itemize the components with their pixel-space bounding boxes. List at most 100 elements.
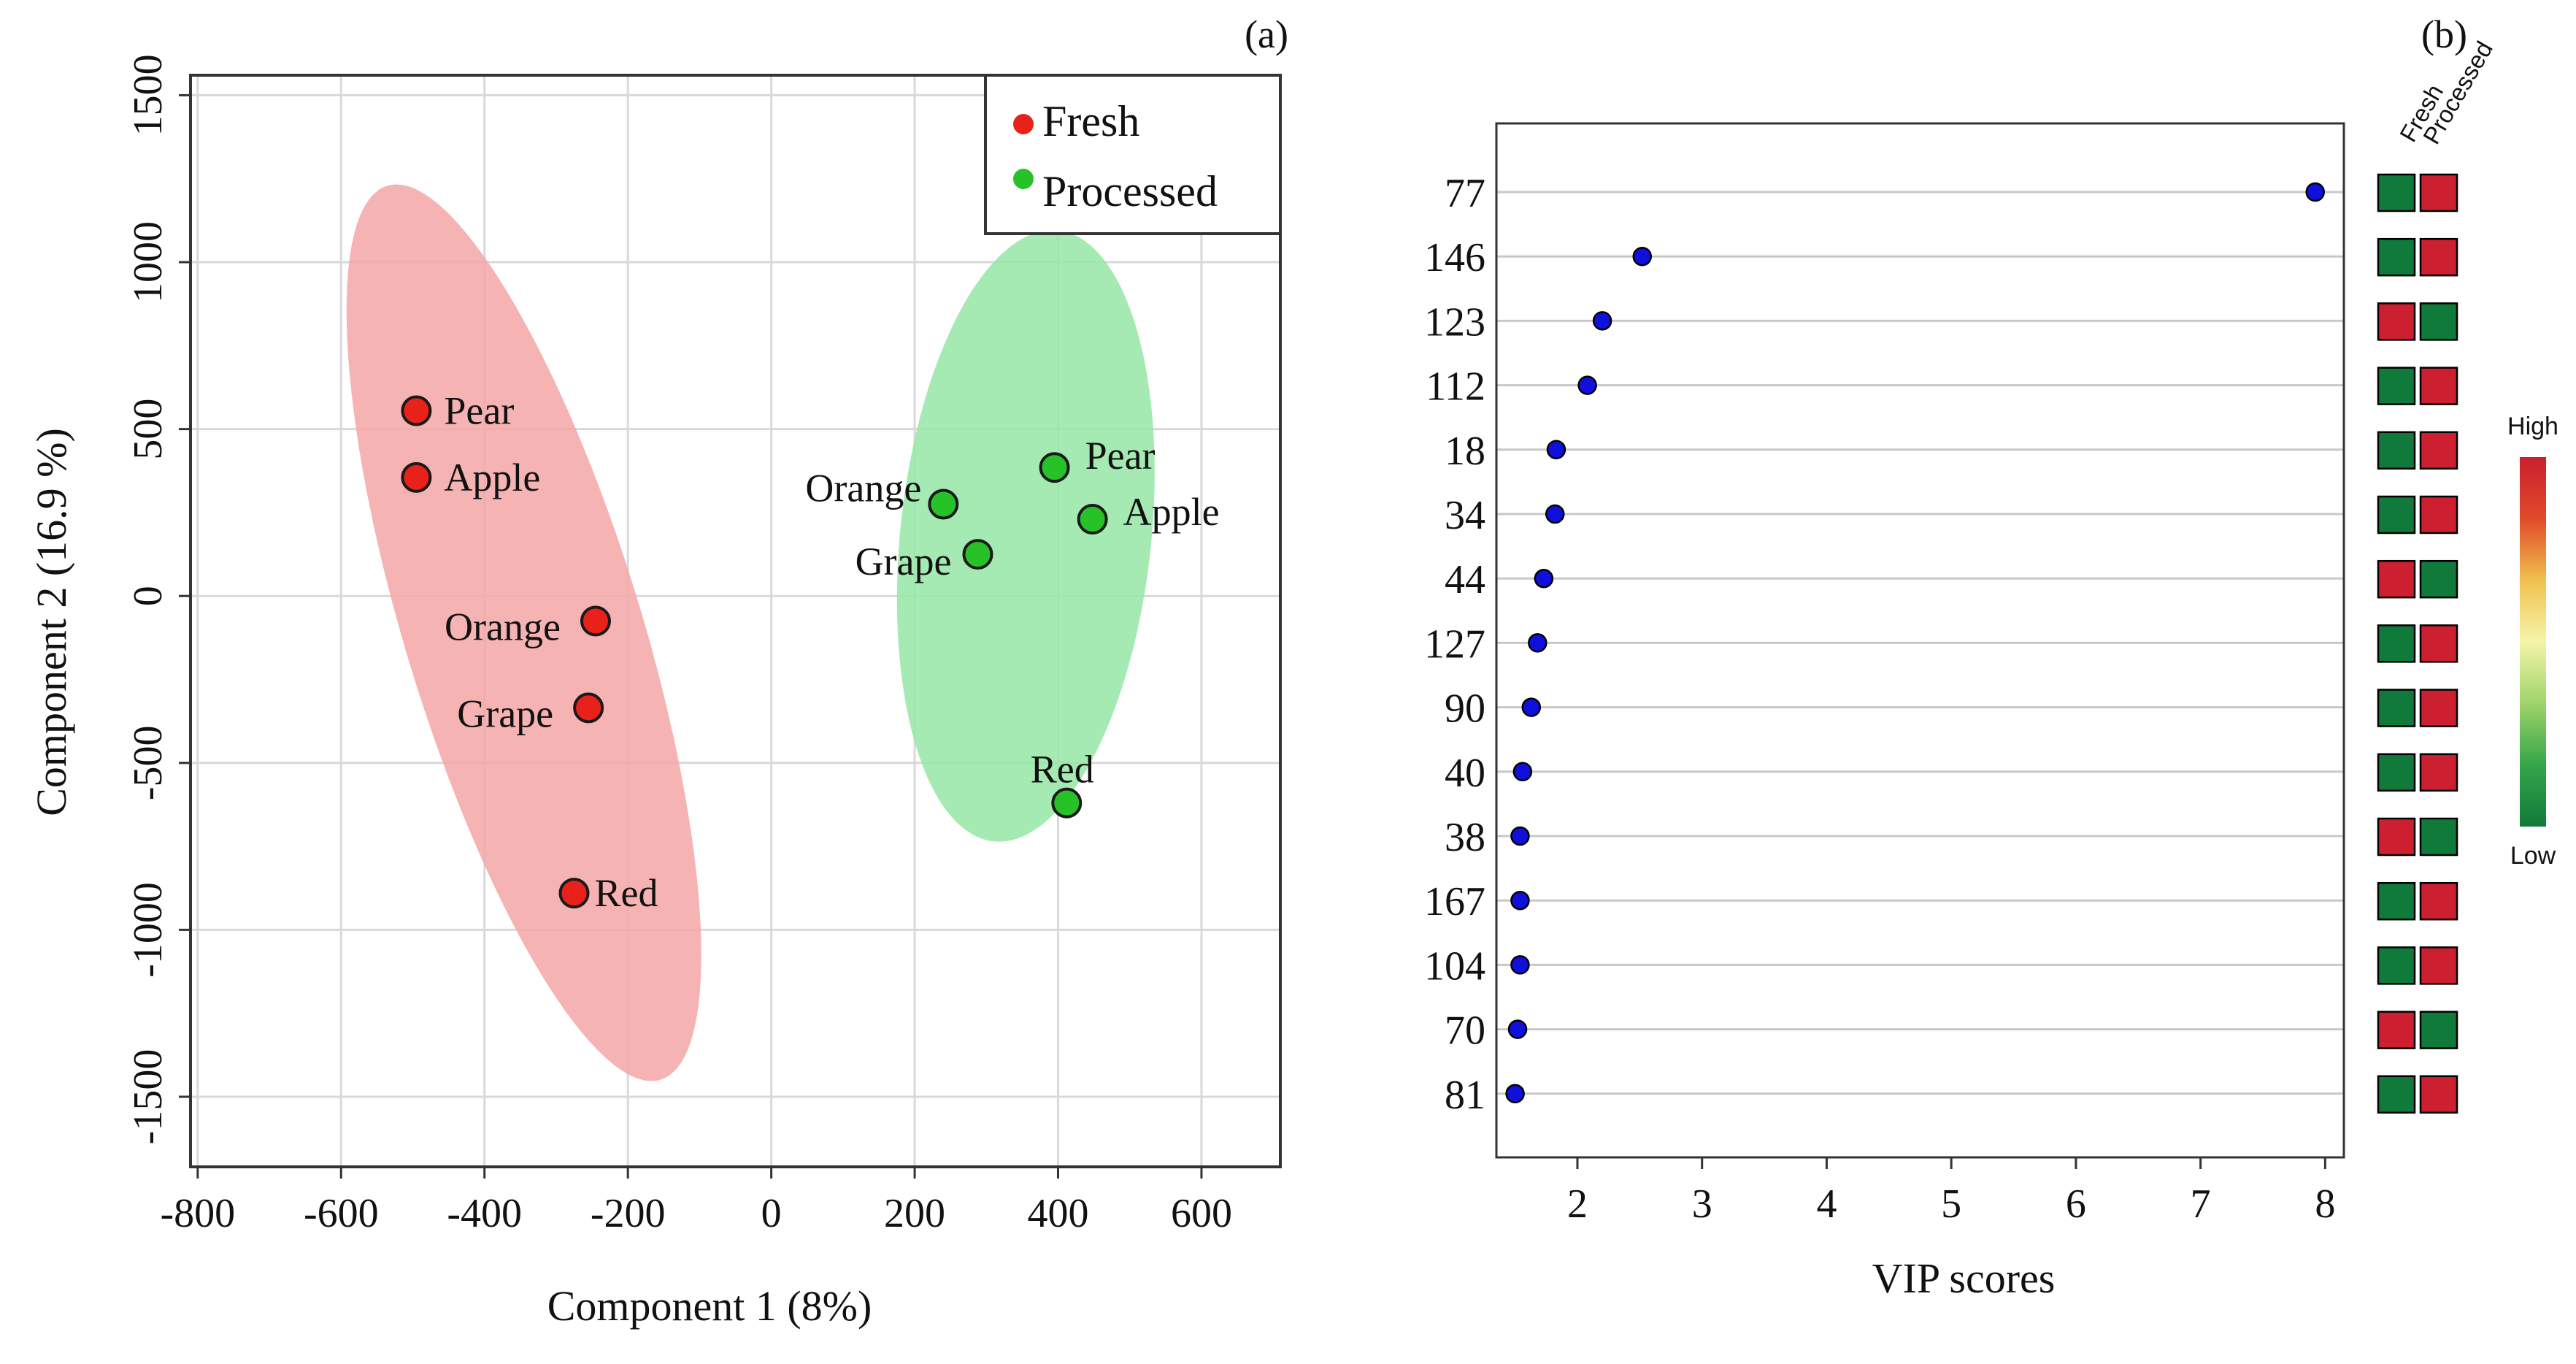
- vip-point-90: [1521, 697, 1542, 717]
- y-tick-label: 500: [126, 399, 171, 460]
- heat-cell-processed: [2419, 817, 2458, 857]
- heat-cell-processed: [2419, 689, 2458, 727]
- x-tick-label: 7: [2191, 1181, 2211, 1227]
- heat-cell-fresh: [2377, 173, 2416, 212]
- point-processed-grape: [962, 539, 993, 570]
- heat-cell-processed: [2419, 367, 2458, 405]
- heat-cell-fresh: [2377, 1075, 2416, 1114]
- feature-label: 44: [1445, 557, 1485, 602]
- x-tick-label: -600: [304, 1191, 379, 1236]
- panel-a-legend: Fresh Processed: [984, 74, 1282, 235]
- panel-a-plot-frame: [189, 74, 1282, 1168]
- panel-b-heatmap: [2377, 173, 2458, 1114]
- color-scale-bar: [2520, 457, 2546, 827]
- point-label: Red: [594, 871, 658, 915]
- panel-b-plot-frame: [1495, 122, 2345, 1159]
- feature-label: 81: [1445, 1073, 1485, 1118]
- heat-cell-processed: [2419, 495, 2458, 535]
- feature-label: 123: [1424, 299, 1485, 345]
- vip-point-18: [1546, 440, 1566, 460]
- vip-point-34: [1545, 504, 1565, 524]
- heat-cell-fresh: [2377, 881, 2416, 921]
- point-label: Orange: [445, 605, 561, 649]
- point-label: Orange: [805, 466, 921, 510]
- feature-label: 167: [1424, 879, 1485, 924]
- vip-point-127: [1528, 633, 1547, 653]
- point-fresh-apple: [401, 461, 432, 493]
- vip-point-44: [1534, 568, 1554, 589]
- x-tick-label: -200: [591, 1191, 666, 1236]
- y-tick-label: -500: [126, 725, 171, 800]
- feature-label: 40: [1445, 751, 1485, 796]
- heat-cell-processed: [2419, 302, 2458, 341]
- y-tick-label: 1500: [126, 54, 171, 136]
- point-label: Grape: [457, 691, 553, 735]
- point-label: Grape: [856, 540, 952, 583]
- confidence-ellipse-fresh: [346, 184, 701, 1081]
- panel-b-x-axis-label: VIP scores: [1872, 1254, 2056, 1302]
- feature-label: 70: [1445, 1008, 1485, 1054]
- legend-box: [984, 74, 1282, 235]
- heat-cell-processed: [2419, 1011, 2458, 1049]
- heat-cell-processed: [2419, 173, 2458, 212]
- point-label: Red: [1031, 748, 1094, 792]
- x-tick-label: 5: [1941, 1181, 1961, 1227]
- legend-processed-label: Processed: [1042, 167, 1218, 215]
- x-tick-label: 2: [1567, 1181, 1588, 1227]
- panel-b-label: (b): [2421, 12, 2467, 56]
- x-tick-label: 6: [2066, 1181, 2086, 1227]
- confidence-ellipse-processed: [896, 230, 1155, 842]
- heat-cell-fresh: [2377, 946, 2416, 985]
- panel-a-label: (a): [1245, 12, 1288, 56]
- feature-label: 127: [1424, 621, 1485, 667]
- x-tick-label: -400: [447, 1191, 522, 1236]
- color-scale-low-label: Low: [2510, 842, 2556, 870]
- panel-a-pca-plot: -800 -600 -400 -200 0 200 400 600 -1500 -1000 -500…: [28, 12, 1288, 1330]
- vip-point-38: [1510, 826, 1530, 846]
- x-tick-label: 8: [2315, 1181, 2335, 1227]
- point-processed-apple: [1077, 504, 1108, 535]
- heat-cell-fresh: [2377, 431, 2416, 470]
- panel-b-feature-rows: 77 146 123 112 18 34 44 127 90 40 38 167 104 70 81: [1424, 171, 2344, 1118]
- panel-a-y-axis-label: Component 2 (16.9 %): [28, 428, 75, 816]
- x-tick-label: 200: [884, 1191, 945, 1236]
- point-processed-red: [1051, 787, 1083, 819]
- vip-point-70: [1507, 1019, 1528, 1039]
- y-tick-label: 1000: [126, 221, 171, 303]
- heat-cell-fresh: [2377, 817, 2416, 857]
- panel-a-x-axis-label: Component 1 (8%): [547, 1282, 872, 1330]
- point-label: Apple: [444, 456, 540, 499]
- x-tick-label: 0: [761, 1191, 782, 1236]
- vip-point-104: [1510, 955, 1530, 975]
- point-fresh-pear: [401, 395, 432, 426]
- panel-b-axis-ticks: 2 3 4 5 6 7 8: [1567, 1157, 2335, 1227]
- panel-a-gridlines: [191, 75, 1280, 1167]
- feature-label: 34: [1445, 493, 1485, 538]
- heat-cell-processed: [2419, 1075, 2458, 1114]
- heat-cell-processed: [2419, 946, 2458, 985]
- feature-label: 38: [1445, 815, 1485, 860]
- heat-cell-fresh: [2377, 302, 2416, 341]
- heat-cell-fresh: [2377, 237, 2416, 277]
- legend-processed-marker: [1013, 169, 1034, 189]
- heat-cell-processed: [2419, 624, 2458, 663]
- x-tick-label: -800: [160, 1191, 235, 1236]
- heat-cell-processed: [2419, 881, 2458, 921]
- point-fresh-grape: [573, 692, 604, 724]
- x-tick-label: 3: [1692, 1181, 1712, 1227]
- feature-label: 77: [1445, 171, 1485, 216]
- vip-point-123: [1592, 311, 1612, 331]
- panel-a-data-points: Pear Apple Orange Grape Red Pear Apple Orange Gr…: [401, 388, 1220, 915]
- feature-label: 104: [1424, 943, 1485, 989]
- legend-fresh-marker: [1013, 114, 1034, 134]
- x-tick-label: 600: [1171, 1191, 1232, 1236]
- panel-a-axis-ticks: -800 -600 -400 -200 0 200 400 600 -1500 -1000 -500…: [126, 54, 1232, 1236]
- feature-label: 112: [1426, 364, 1485, 410]
- vip-point-40: [1512, 762, 1533, 782]
- y-tick-label: -1000: [126, 882, 171, 978]
- heat-cell-fresh: [2377, 495, 2416, 535]
- point-fresh-orange: [580, 605, 611, 637]
- heat-cell-processed: [2419, 753, 2458, 792]
- vip-point-167: [1510, 890, 1530, 911]
